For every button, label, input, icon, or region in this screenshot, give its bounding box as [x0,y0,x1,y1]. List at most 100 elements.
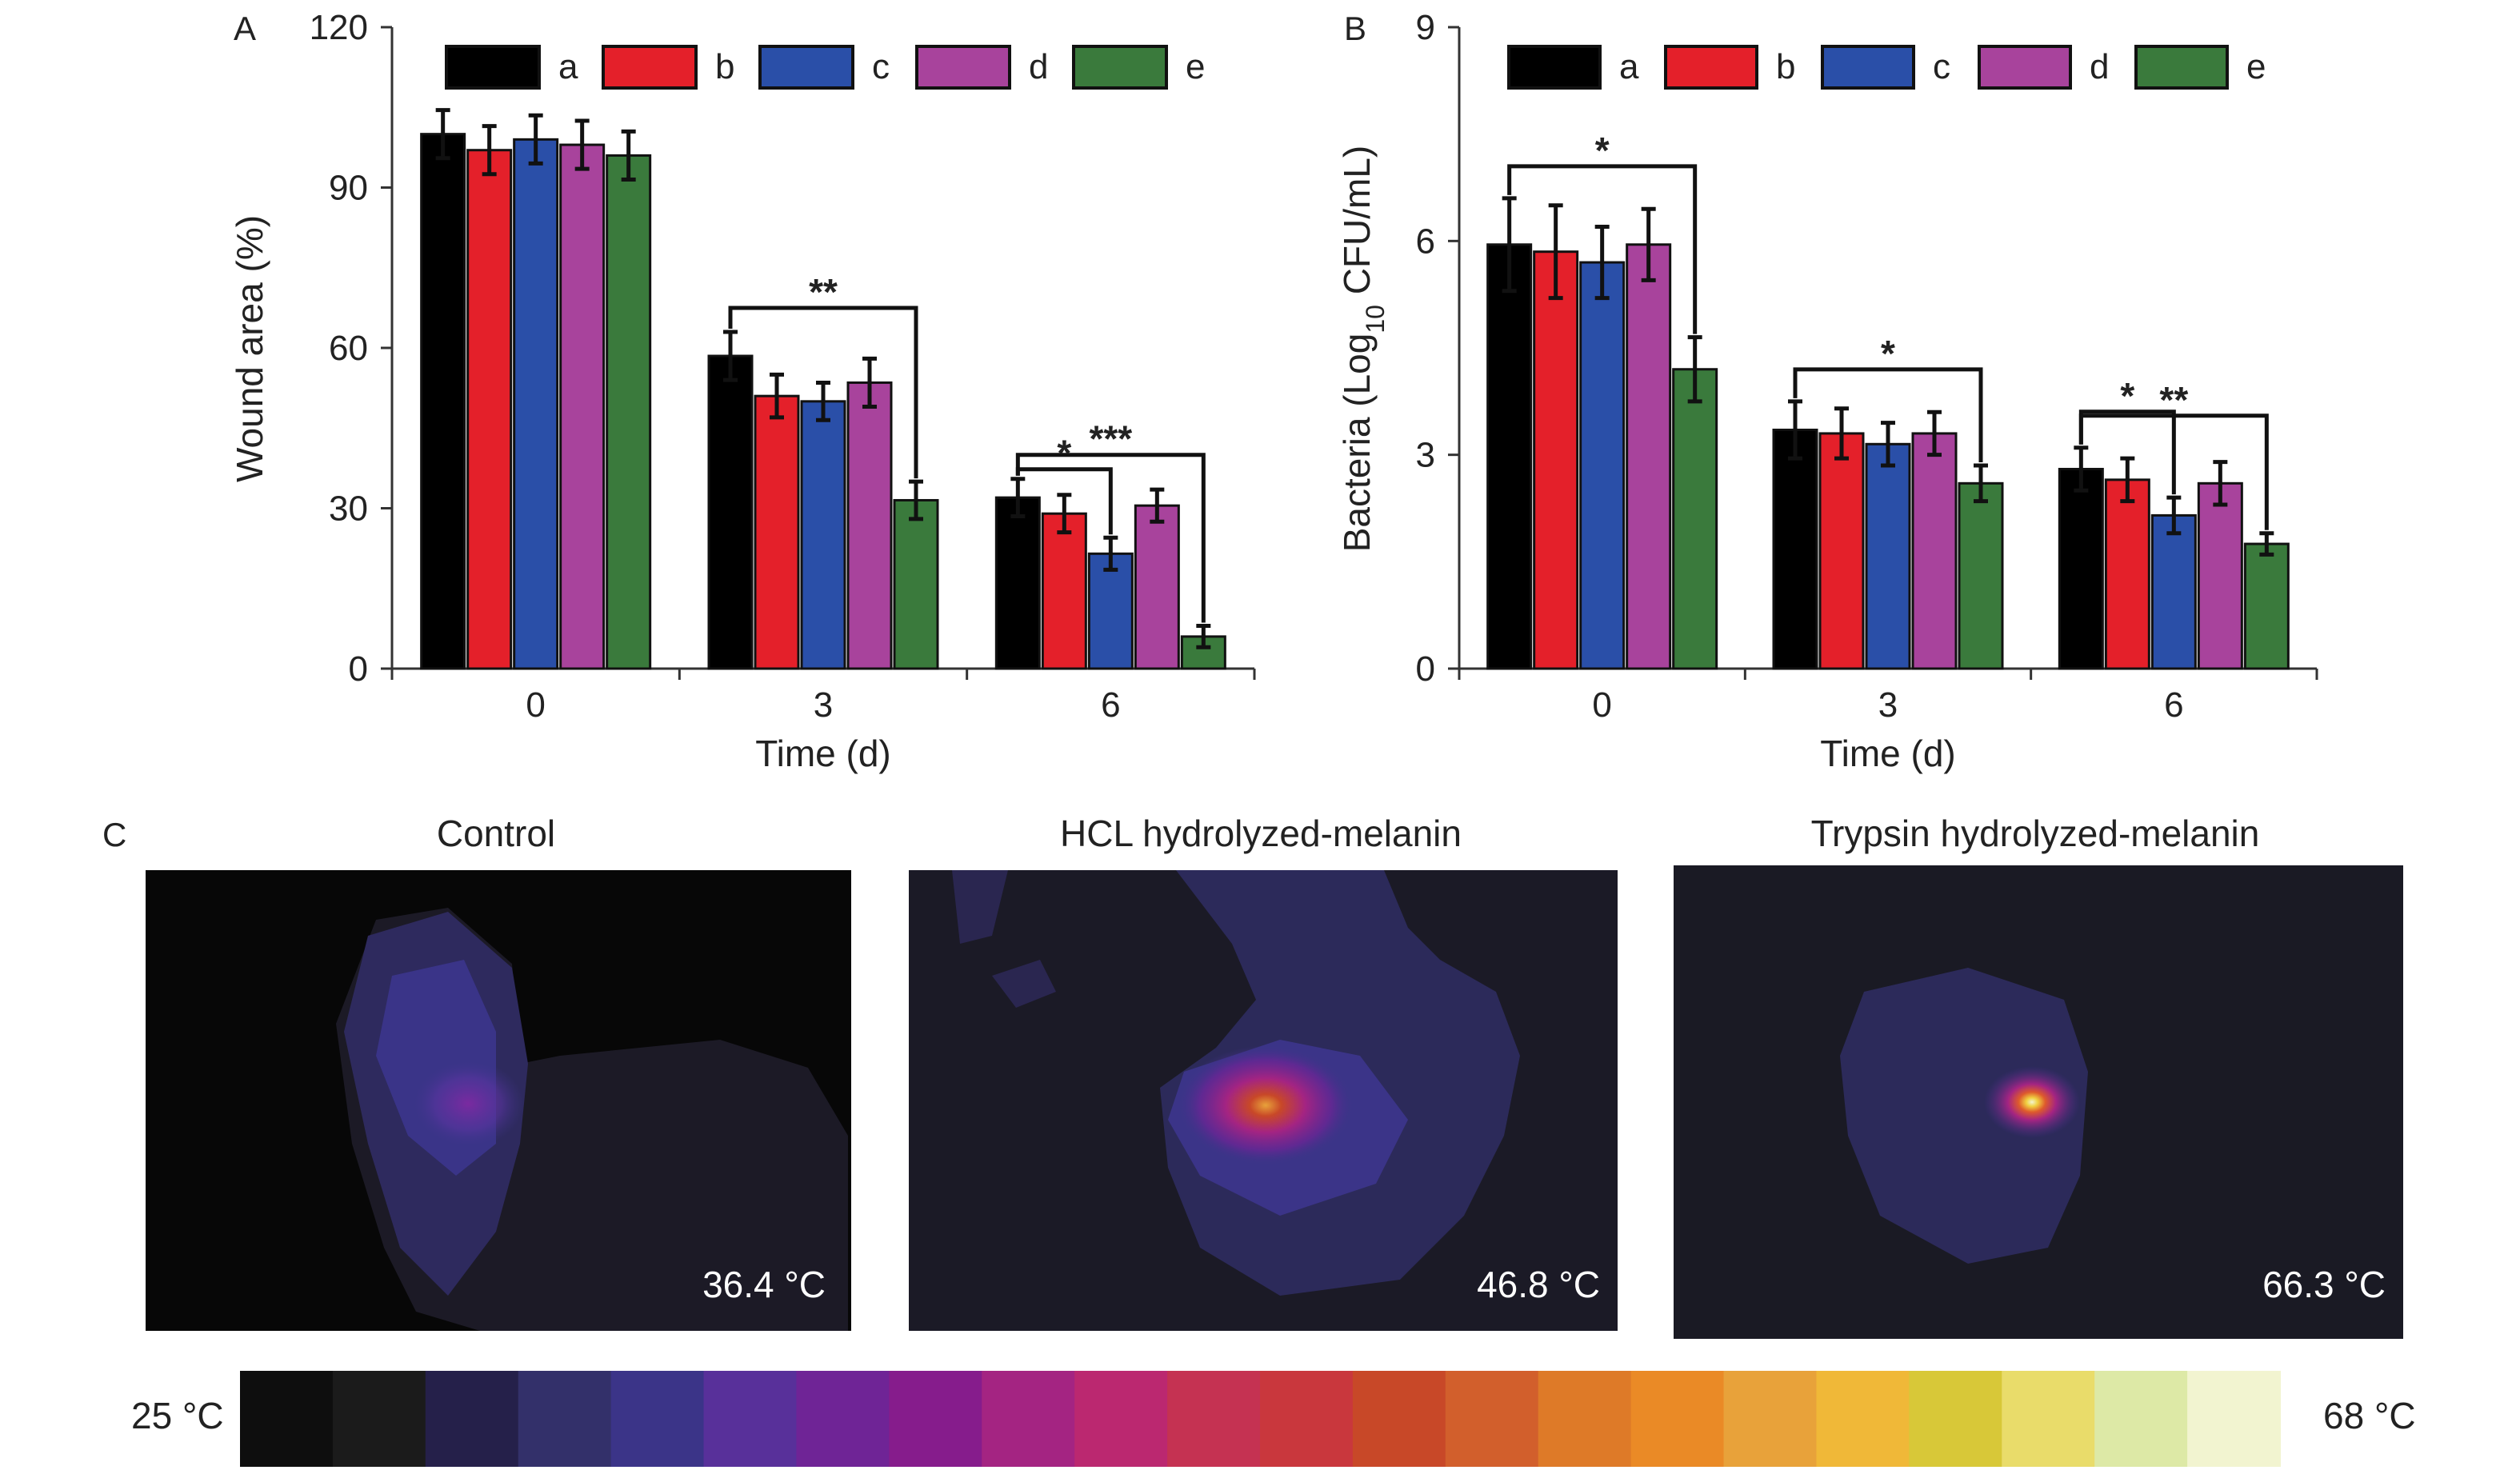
bar-d-3 [846,381,893,670]
color-scale-segment [1352,1371,1446,1467]
color-scale-segment [2187,1371,2281,1467]
significance-label: *** [1089,418,1132,460]
x-axis-title: Time (d) [755,733,891,774]
y-axis-title: Bacteria (Log10 CFU/mL) [1336,146,1390,553]
legend-label-b: b [1776,47,1795,86]
bar-b-6 [1041,512,1087,670]
temperature-readout-trypsin: 66.3 °C [2262,1264,2386,1305]
bar-b-6 [2104,478,2150,670]
legend-label-c: c [872,47,890,86]
thermal-subject-body [1840,968,2088,1264]
thermal-image-trypsin: Trypsin hydrolyzed-melanin 66.3 °C [1674,813,2403,1339]
color-scale-segment [1074,1371,1169,1467]
legend-swatch-e [2134,45,2229,90]
significance-label: * [2120,375,2134,417]
color-scale-segment [332,1371,426,1467]
color-scale-min-label: 25 °C [131,1395,224,1436]
y-tick-label: 0 [349,649,368,689]
x-tick-label: 3 [814,685,833,725]
thermal-title-control: Control [437,813,555,854]
panel-a-letter: A [234,10,256,47]
bar-b-3 [754,394,800,670]
significance-label: ** [2159,379,2188,421]
color-scale-segment [1260,1371,1354,1467]
significance-label: ** [809,271,838,313]
bar-e-6 [2243,542,2290,670]
thermal-shadow [992,960,1056,1008]
thermal-image-control: Control 36.4 °C [146,813,851,1331]
color-scale-segment [2094,1371,2189,1467]
bar-b-3 [1818,432,1865,670]
bar-a-6 [2058,467,2104,670]
bar-a-0 [1486,243,1533,670]
significance-label: * [1057,433,1071,474]
bar-a-3 [707,354,754,670]
panel-b-letter: B [1344,10,1366,47]
bar-b-0 [1533,250,1579,670]
significance-bracket [1015,453,1206,623]
bar-a-0 [420,133,466,670]
significance-bracket [1793,367,1983,463]
y-axis-title: Wound area (%) [229,215,270,482]
legend-label-e: e [2246,47,2266,86]
y-tick-label: 9 [1416,8,1435,47]
significance-label: * [1595,130,1610,171]
legend-swatch-a [1507,45,1602,90]
bar-c-6 [2150,513,2197,670]
bar-c-3 [800,400,846,670]
color-scale-segment [425,1371,519,1467]
bar-b-0 [466,149,513,670]
y-tick-label: 30 [329,489,368,529]
bar-a-6 [994,496,1041,670]
color-scale-max-label: 68 °C [2323,1395,2416,1436]
color-scale-segment [1167,1371,1261,1467]
y-tick-label: 120 [310,8,368,47]
thermal-hotspot [1984,1066,2080,1138]
color-scale-segment [1630,1371,1725,1467]
x-axis-title: Time (d) [1820,733,1956,774]
significance-bracket [728,306,918,479]
legend-label-a: a [1619,47,1639,86]
bar-e-0 [606,154,652,670]
thermal-hotspot [412,1060,524,1148]
legend-swatch-b [602,45,698,90]
color-scale-bar [240,1371,2281,1467]
color-scale-segment [1723,1371,1818,1467]
legend-label-c: c [1933,47,1950,86]
x-tick-label: 0 [526,685,545,725]
legend-swatch-e [1072,45,1168,90]
bar-e-3 [1958,481,2004,670]
bar-c-3 [1865,442,1911,670]
bar-e-0 [1672,368,1718,670]
significance-bracket [1015,467,1113,535]
bar-c-0 [1579,261,1626,670]
thermal-title-trypsin: Trypsin hydrolyzed-melanin [1811,813,2260,854]
color-scale-segment [982,1371,1076,1467]
temperature-color-scale: 25 °C 68 °C [131,1371,2416,1467]
bar-d-6 [2197,481,2243,670]
bar-d-0 [559,143,606,670]
legend-swatch-d [915,45,1011,90]
bar-c-0 [513,138,559,670]
color-scale-segment [518,1371,612,1467]
color-scale-segment [1538,1371,1632,1467]
legend-swatch-c [758,45,854,90]
x-tick-label: 6 [1101,685,1120,725]
temperature-readout-hcl: 46.8 °C [1477,1264,1600,1305]
color-scale-segment [1816,1371,1910,1467]
y-tick-label: 90 [329,169,368,208]
legend-label-e: e [1186,47,1205,86]
legend-label-a: a [558,47,578,86]
legend-swatch-a [445,45,541,90]
thermal-title-hcl: HCL hydrolyzed-melanin [1060,813,1462,854]
color-scale-segment [610,1371,705,1467]
x-tick-label: 6 [2164,685,2183,725]
significance-label: * [1881,333,1895,374]
legend-label-b: b [715,47,734,86]
color-scale-segment [2002,1371,2096,1467]
